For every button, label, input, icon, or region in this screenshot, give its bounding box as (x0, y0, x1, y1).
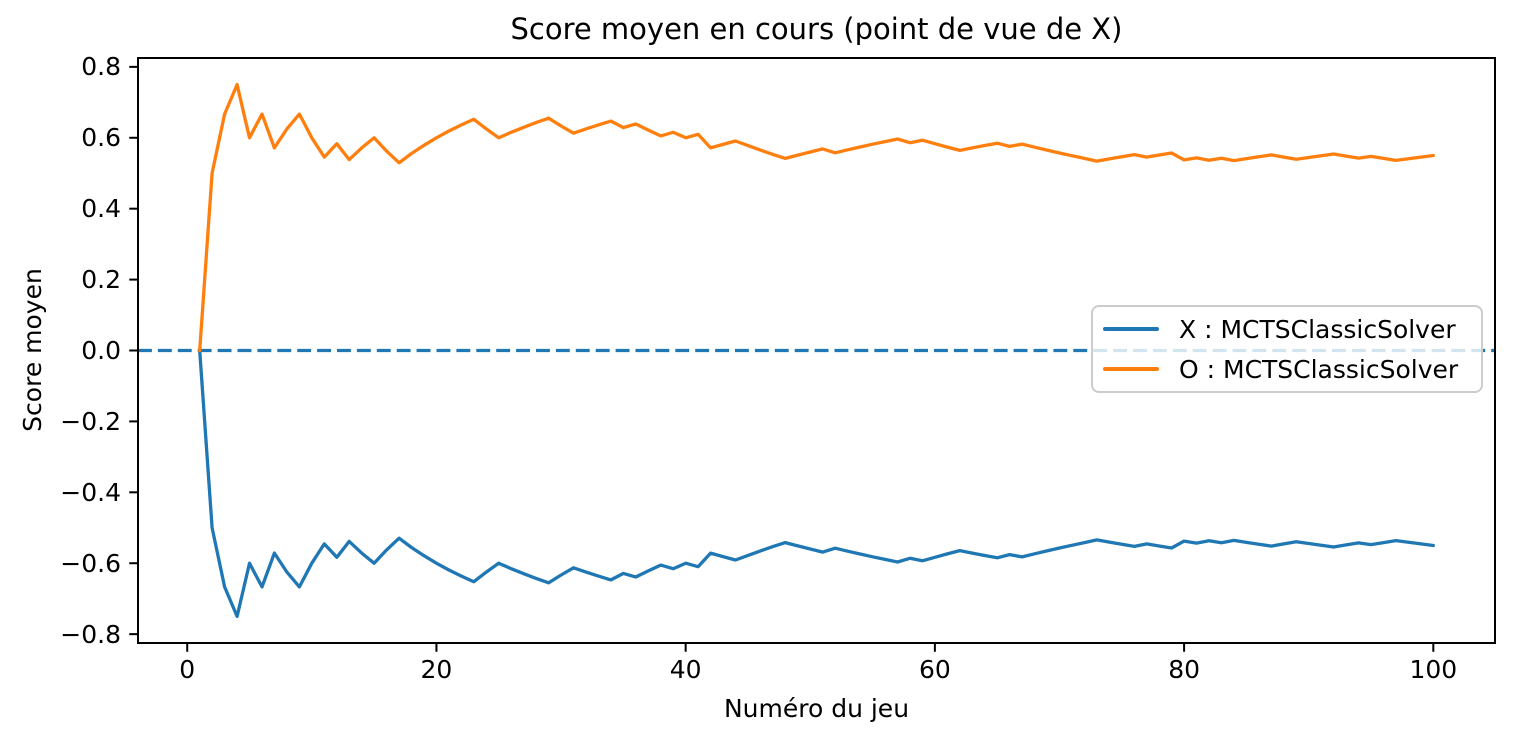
legend-line-sample (1103, 367, 1159, 371)
x-tick-label: 40 (669, 655, 702, 684)
y-tick-label: −0.4 (60, 477, 121, 507)
y-tick-label: 0.6 (81, 123, 121, 153)
x-tick-label: 80 (1168, 655, 1200, 684)
legend-label: X : MCTSClassicSolver (1179, 314, 1456, 344)
series-line-o (198, 82, 1435, 353)
x-axis-label: Numéro du jeu (723, 694, 910, 723)
y-tick-label: 0.4 (81, 194, 121, 224)
y-tick-label: 0.8 (81, 52, 121, 82)
legend-item-x: X : MCTSClassicSolver (1103, 309, 1481, 349)
y-tick-label: 0.2 (81, 265, 121, 295)
x-tick-label: 20 (420, 655, 453, 684)
chart-title: Score moyen en cours (point de vue de X) (510, 12, 1123, 46)
legend: X : MCTSClassicSolver O : MCTSClassicSolv… (1091, 305, 1483, 393)
legend-item-o: O : MCTSClassicSolver (1103, 349, 1481, 389)
y-tick-label: −0.2 (60, 406, 121, 436)
x-tick-label: 60 (918, 655, 951, 684)
y-tick-label: 0.0 (81, 336, 121, 365)
legend-label: O : MCTSClassicSolver (1179, 354, 1459, 384)
series-line-x (198, 348, 1435, 619)
x-tick-label: 100 (1409, 655, 1458, 684)
legend-line-sample (1103, 327, 1159, 331)
y-tick-label: −0.6 (60, 548, 121, 578)
x-tick-label: 0 (179, 655, 196, 684)
y-tick-label: −0.8 (60, 619, 121, 649)
